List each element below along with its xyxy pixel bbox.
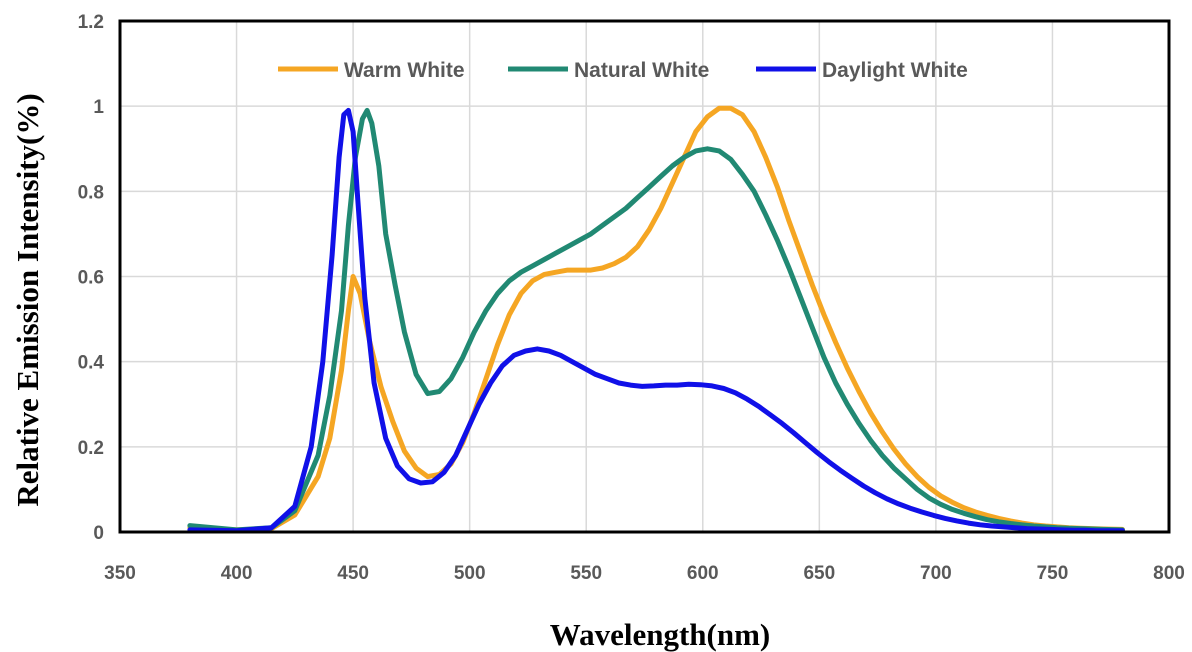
gridlines — [120, 21, 1169, 532]
x-tick-label: 800 — [1153, 563, 1185, 584]
legend-label-natural-white: Natural White — [574, 59, 709, 82]
plot-area-frame — [118, 19, 1171, 534]
series-layer — [187, 105, 1125, 534]
series-line-natural-white — [187, 107, 1125, 533]
y-tick-label: 1 — [93, 97, 104, 118]
x-tick-label: 550 — [570, 563, 602, 584]
y-tick-label: 0.8 — [78, 182, 104, 203]
y-tick-label: 0.2 — [78, 438, 104, 459]
x-tick-label: 650 — [803, 563, 835, 584]
x-tick-label: 350 — [104, 563, 136, 584]
x-tick-label: 500 — [454, 563, 486, 584]
legend-label-daylight-white: Daylight White — [822, 59, 968, 82]
x-tick-label: 700 — [920, 563, 952, 584]
legend: Warm White Natural White Daylight White — [278, 59, 968, 82]
y-axis-title: Relative Emission Intensity(%) — [10, 93, 45, 506]
y-tick-label: 0.4 — [78, 353, 105, 374]
legend-label-warm-white: Warm White — [344, 59, 465, 82]
x-tick-label: 400 — [221, 563, 253, 584]
y-tick-label: 0.6 — [78, 268, 104, 289]
x-tick-label: 450 — [337, 563, 369, 584]
x-tick-label: 750 — [1037, 563, 1069, 584]
series-line-warm-white — [187, 105, 1125, 533]
series-line-daylight-white — [187, 107, 1125, 534]
y-tick-label: 1.2 — [78, 12, 104, 33]
x-axis-ticks: 350 400 450 500 550 600 650 700 750 800 — [104, 563, 1185, 584]
x-axis-title: Wavelength(nm) — [550, 617, 770, 652]
y-axis-ticks: 0 0.2 0.4 0.6 0.8 1 1.2 — [78, 12, 105, 544]
x-tick-label: 600 — [687, 563, 719, 584]
y-tick-label: 0 — [93, 523, 104, 544]
